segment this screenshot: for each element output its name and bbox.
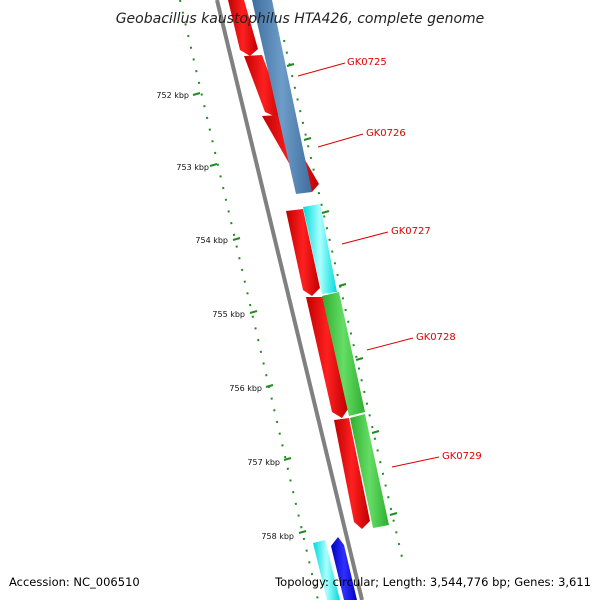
genome-stats-text: Topology: circular; Length: 3,544,776 bp… [274, 575, 591, 589]
gene-label[interactable]: GK0727 [391, 226, 431, 237]
ruler-major-tick [209, 163, 218, 167]
map-title: Geobacillus kaustophilus HTA426, complet… [116, 11, 485, 27]
outer-tick [303, 137, 312, 141]
gene-leader-line [391, 456, 440, 468]
outer-tick [371, 430, 380, 434]
backbone-line [215, 0, 364, 600]
red-gene-arrow [286, 209, 320, 296]
cyan-gene-arrow [313, 540, 340, 600]
outer-tick [355, 357, 364, 361]
gene-label[interactable]: GK0729 [442, 451, 482, 462]
ruler-major-tick [283, 457, 292, 461]
red-gene-arrow [228, 0, 258, 56]
ruler-major-tick [232, 237, 241, 241]
ruler-tick-label: 752 kbp [156, 91, 189, 100]
ruler-major-tick [192, 92, 201, 96]
ruler-tick-label: 755 kbp [212, 310, 245, 319]
ruler-tick-label: 753 kbp [176, 163, 209, 172]
ruler-tick-label: 754 kbp [195, 236, 228, 245]
red-gene-arrow [306, 297, 348, 418]
outer-tick [286, 63, 295, 67]
outer-tick [389, 512, 398, 516]
gene-leader-line [341, 231, 389, 245]
red-gene-arrow [334, 418, 370, 529]
steelblue-gene-arrow [252, 0, 312, 194]
outer-tick [321, 210, 330, 214]
green-gene-arrow [322, 292, 365, 416]
ruler-major-tick [265, 384, 274, 388]
cyan-gene-arrow [303, 204, 337, 294]
gene-leader-line [366, 337, 414, 351]
gene-leader-line [297, 62, 346, 77]
gene-leader-line [317, 133, 364, 148]
gene-label[interactable]: GK0728 [416, 332, 456, 343]
red-gene-arrow [244, 55, 283, 117]
green-gene-arrow [350, 414, 389, 528]
accession-text: Accession: NC_006510 [9, 575, 140, 589]
ruler-tick-label: 757 kbp [247, 458, 280, 467]
ruler-tick-label: 758 kbp [261, 532, 294, 541]
blue-gene-arrow [331, 537, 357, 600]
ruler-major-tick [249, 310, 258, 314]
gene-label[interactable]: GK0725 [347, 57, 387, 68]
ruler-major-tick [298, 530, 307, 534]
ruler-tick-label: 756 kbp [229, 384, 262, 393]
outer-tick [338, 283, 347, 287]
gene-label[interactable]: GK0726 [366, 128, 406, 139]
